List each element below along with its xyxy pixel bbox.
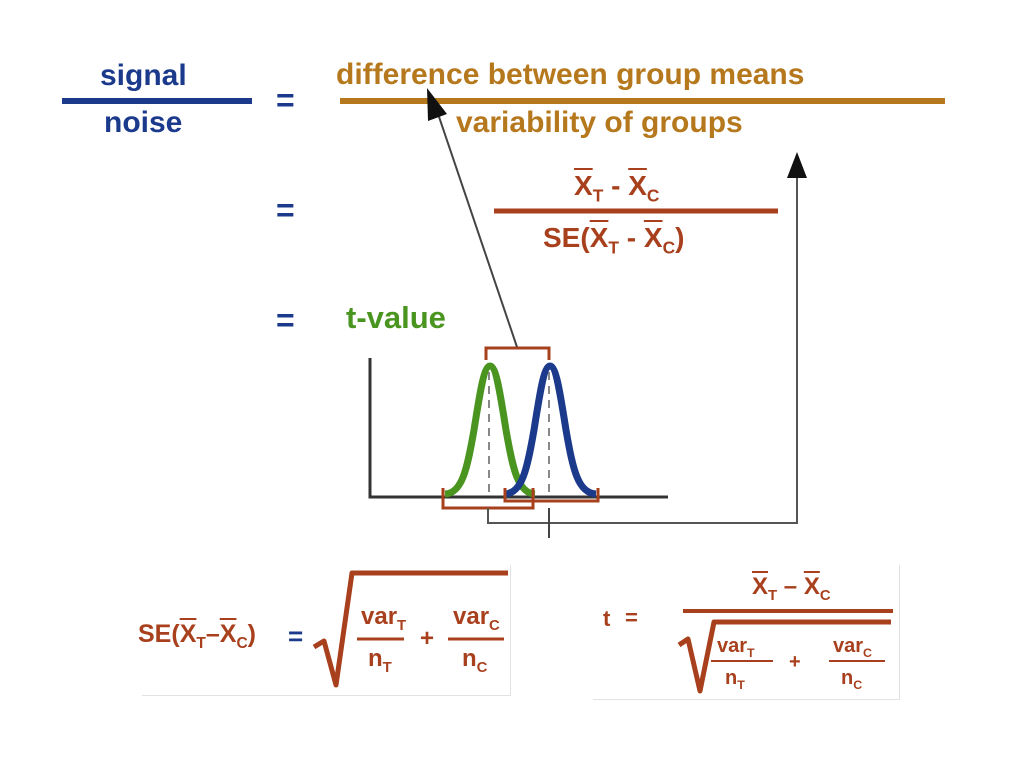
se-label: SE(: [138, 620, 180, 648]
control-mean-symbol: X: [643, 222, 663, 253]
t-equals-sign: =: [625, 605, 638, 630]
treatment-subscript: T: [196, 635, 206, 652]
green-distribution-curve: [444, 362, 536, 498]
variability-of-groups-label: variability of groups: [456, 106, 743, 139]
equals-sign-3: =: [276, 302, 295, 338]
control-subscript: C: [236, 635, 248, 652]
control-mean-symbol: X: [219, 620, 237, 648]
var-t-label: varT: [361, 603, 407, 634]
t-n-t-label: nT: [725, 667, 745, 692]
equals-sign-1: =: [276, 82, 295, 118]
minus-sign: –: [783, 573, 798, 600]
equals-sign-2: =: [276, 192, 295, 228]
variability-connector-line: [487, 155, 798, 524]
minus-sign: -: [626, 222, 637, 253]
control-subscript: C: [819, 587, 831, 604]
standard-error-denominator: SE(XT - XC): [543, 222, 684, 259]
difference-arrowhead: [427, 88, 447, 121]
mean-difference-bracket: [484, 346, 551, 360]
se-radical-sign: [312, 570, 508, 688]
chart-axes: [368, 358, 668, 499]
closing-paren: ): [675, 222, 685, 253]
t-var-c-label: varC: [833, 635, 872, 660]
treatment-mean-symbol: X: [752, 573, 769, 600]
treatment-subscript: T: [592, 185, 604, 206]
closing-paren: ): [247, 620, 256, 648]
t-symbol: t: [603, 606, 611, 631]
signal-label: signal: [100, 59, 187, 92]
noise-label: noise: [104, 106, 183, 139]
n-c-label: nC: [462, 645, 488, 676]
difference-between-group-means-label: difference between group means: [336, 58, 805, 91]
blue-distribution-curve: [504, 362, 597, 498]
control-subscript: C: [662, 237, 676, 258]
treatment-mean-symbol: X: [179, 620, 197, 648]
var-c-label: varC: [453, 603, 500, 634]
difference-arrow-line: [433, 101, 518, 348]
control-subscript: C: [646, 185, 660, 206]
treatment-subscript: T: [768, 587, 778, 604]
t-value-label: t-value: [346, 300, 446, 335]
variability-arrowhead: [787, 152, 807, 178]
n-t-label: nT: [368, 645, 392, 676]
t-plus-sign: +: [789, 651, 801, 673]
t-formula-box: t = XT – XC varT nT + varC nC: [593, 565, 900, 700]
control-mean-symbol: X: [803, 573, 820, 600]
t-var-t-label: varT: [717, 635, 755, 660]
treatment-subscript: T: [608, 237, 619, 258]
se-formula-lhs: SE(XT–XC): [138, 620, 256, 653]
t-formula-graphics: [677, 609, 893, 694]
treatment-mean-symbol: X: [589, 222, 609, 253]
blue-spread-bracket: [503, 488, 600, 503]
minus-sign: -: [611, 170, 621, 201]
plus-sign: +: [420, 625, 435, 652]
mean-difference-numerator: XT - XC: [574, 170, 659, 207]
treatment-mean-symbol: X: [574, 170, 593, 201]
minus-sign: –: [205, 620, 220, 648]
se-equals-sign: =: [288, 621, 304, 651]
standard-error-formula-box: SE(XT–XC) = varT nT + varC nC: [138, 565, 511, 696]
se-label: SE(: [543, 222, 590, 253]
control-mean-symbol: X: [628, 170, 647, 201]
t-n-c-label: nC: [841, 667, 863, 692]
t-numerator: XT – XC: [752, 573, 831, 604]
